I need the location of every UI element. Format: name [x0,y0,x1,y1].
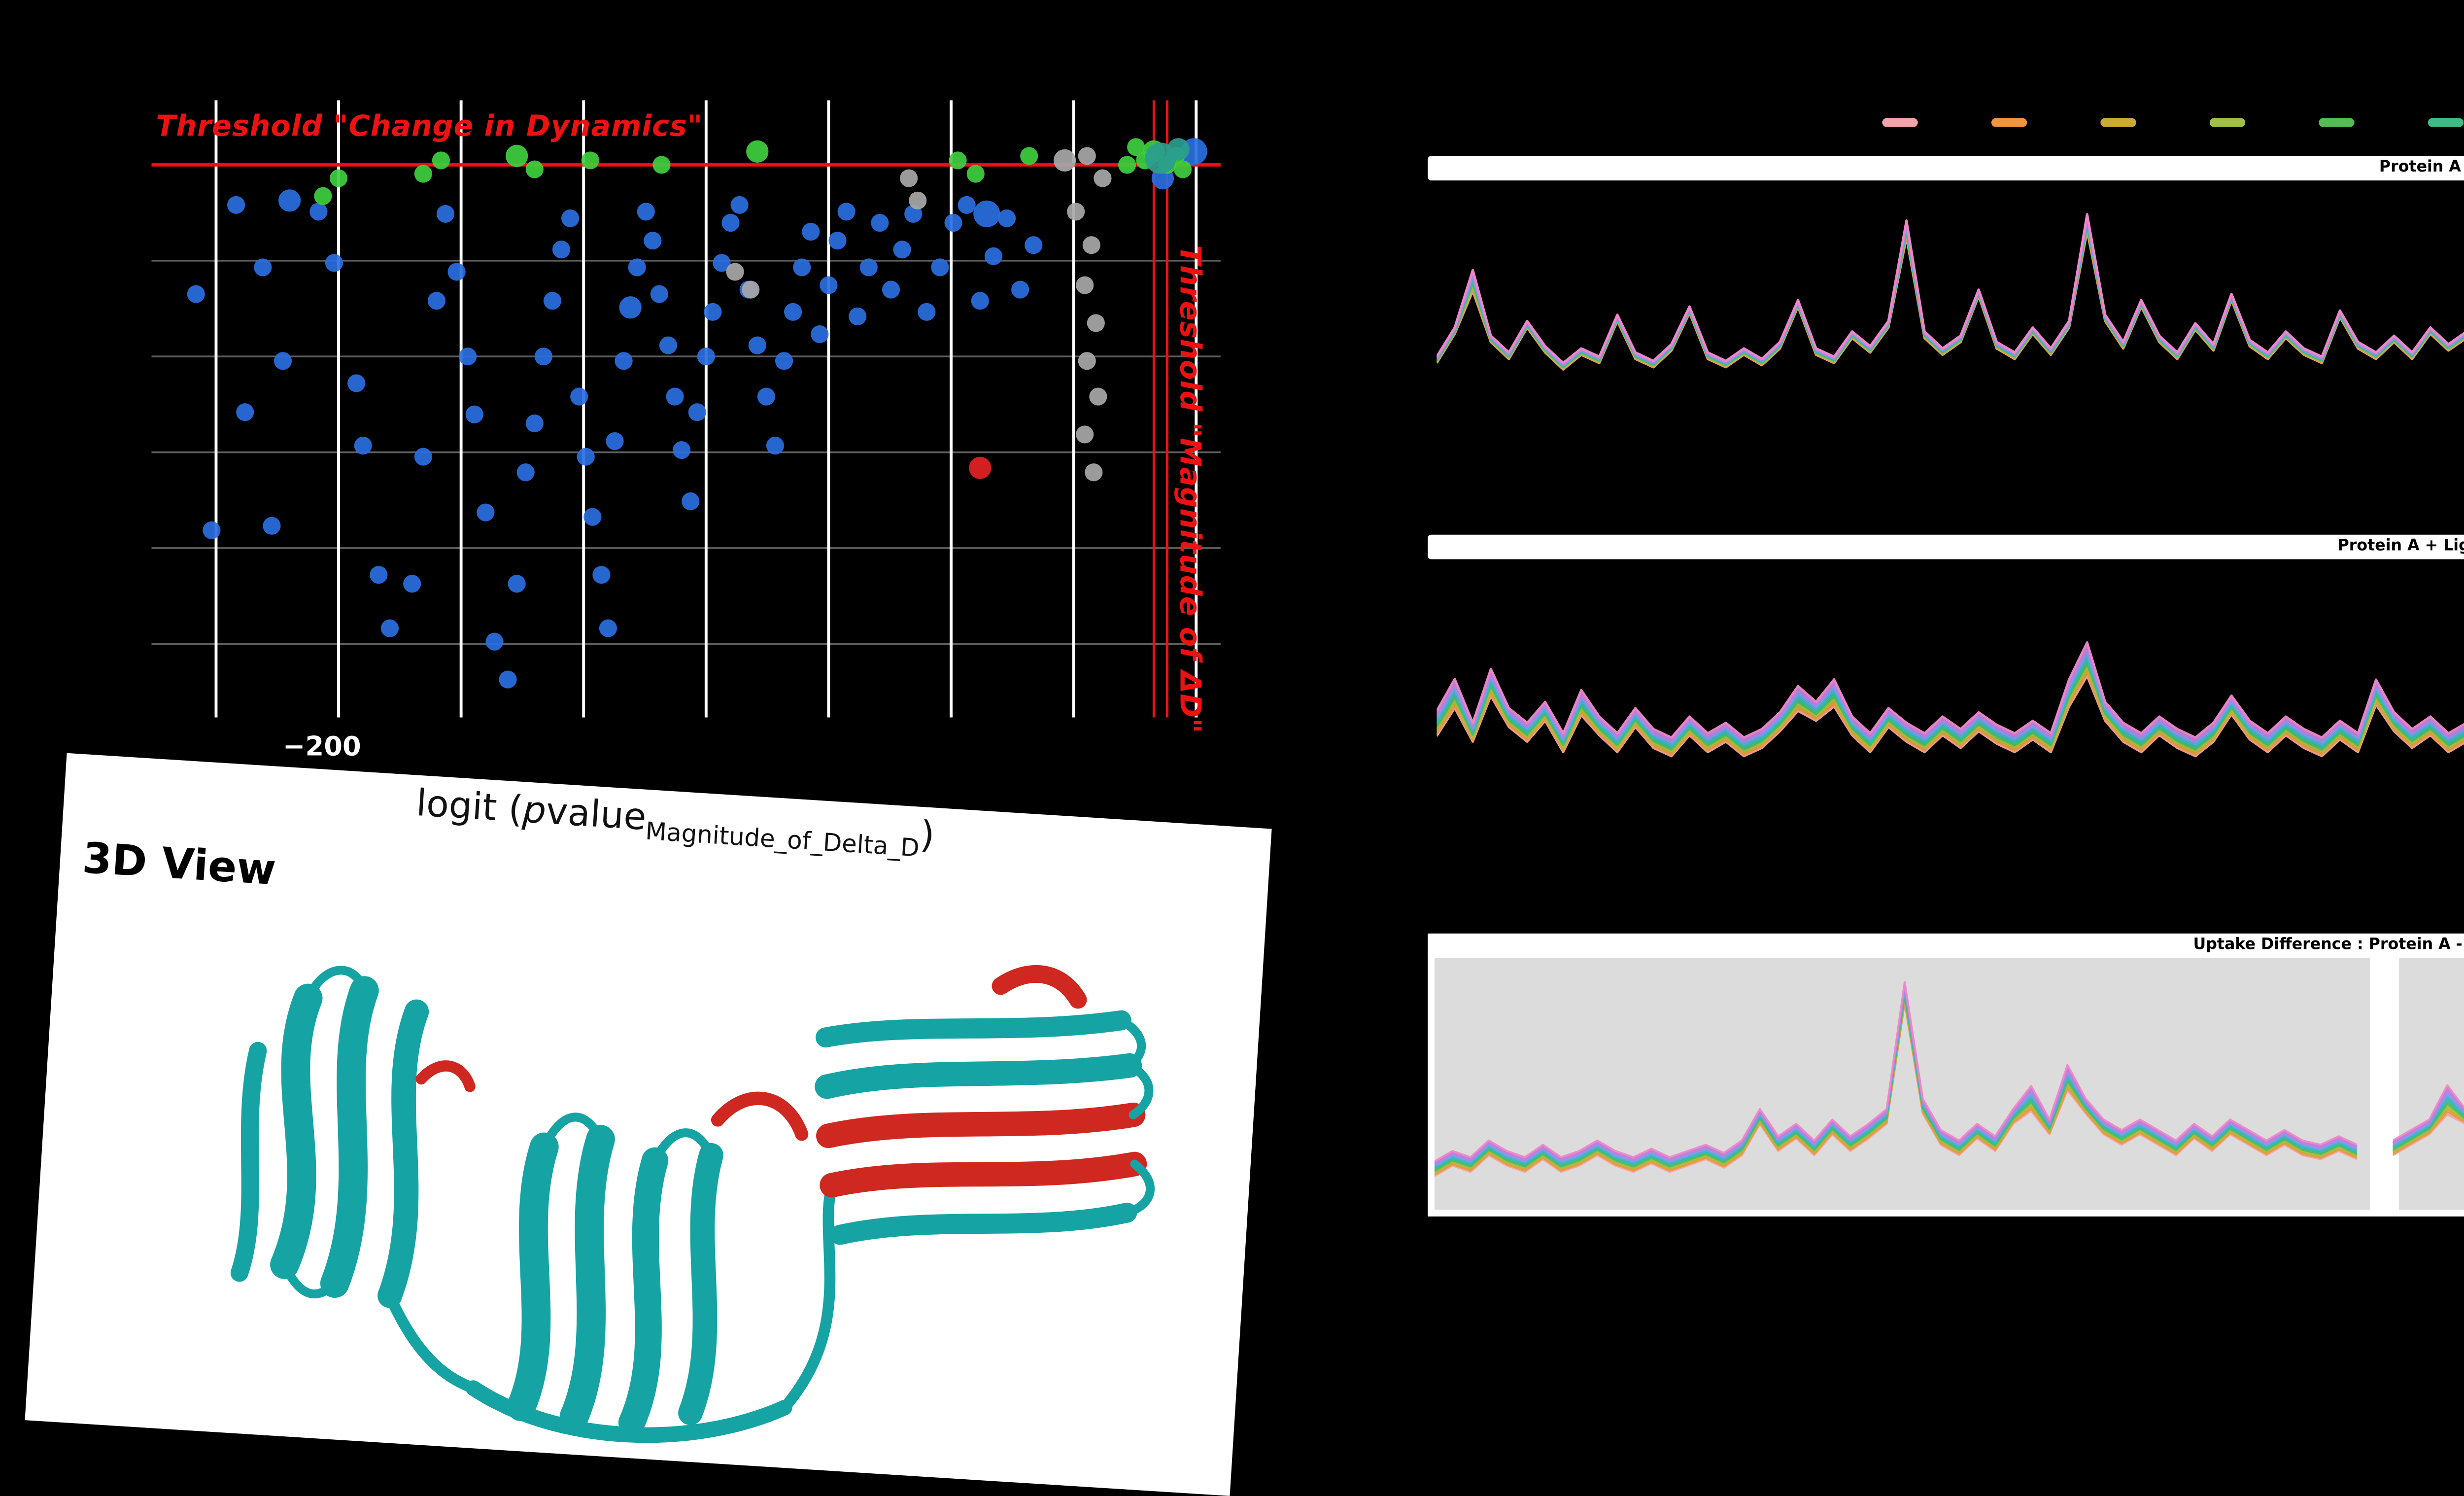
legend [1882,118,2464,127]
view-3d-title: 3D View [81,834,277,896]
legend-dash-6[interactable] [2428,118,2464,127]
panel-title-protein-a: Protein A [1428,156,2464,181]
volcano-plot[interactable] [151,100,1221,718]
legend-dash-3[interactable] [2100,118,2136,127]
hdx-dashboard: Threshold "Change in Dynamics" Threshold… [25,100,2464,1496]
panel-title-text: Protein A + Ligand [2337,537,2464,555]
volcano-x-axis-label: logit (pvalueMagnitude_of_Delta_D) [414,782,936,864]
threshold-dynamics-label: Threshold "Change in Dynamics" [156,111,703,145]
volcano-x-tick: −200 [283,731,361,762]
legend-dash-4[interactable] [2209,118,2246,127]
panel-title-text: Protein A [2379,158,2461,176]
threshold-magnitude-label: Threshold "Magnitude of ΔD" [1171,245,1205,734]
protein-structure-3d[interactable] [114,888,1237,1486]
panel-title-text: Uptake Difference : Protein A - (Protein… [2193,936,2464,954]
uptake-chart-protein-a-ligand[interactable] [1437,559,2464,898]
panel-title-protein-a-ligand: Protein A + Ligand [1428,534,2464,559]
axis-label-italic-p: p [521,788,548,833]
axis-label-suffix: ) [919,813,936,857]
legend-dash-2[interactable] [1991,118,2027,127]
viewer-3d-panel: logit (pvalueMagnitude_of_Delta_D) 3D Vi… [25,753,1272,1496]
axis-label-prefix: logit ( [415,782,524,831]
uptake-chart-protein-a[interactable] [1437,180,2464,519]
uptake-difference-chart[interactable] [1434,958,2464,1210]
axis-label-subscript: Magnitude_of_Delta_D [644,817,921,864]
uptake-difference-panel: Uptake Difference : Protein A - (Protein… [1428,933,2464,1217]
legend-dash-1[interactable] [1882,118,1918,127]
legend-dash-5[interactable] [2319,118,2355,127]
axis-label-rest: value [545,790,648,839]
panel-title-uptake-difference: Uptake Difference : Protein A - (Protein… [1428,933,2464,958]
